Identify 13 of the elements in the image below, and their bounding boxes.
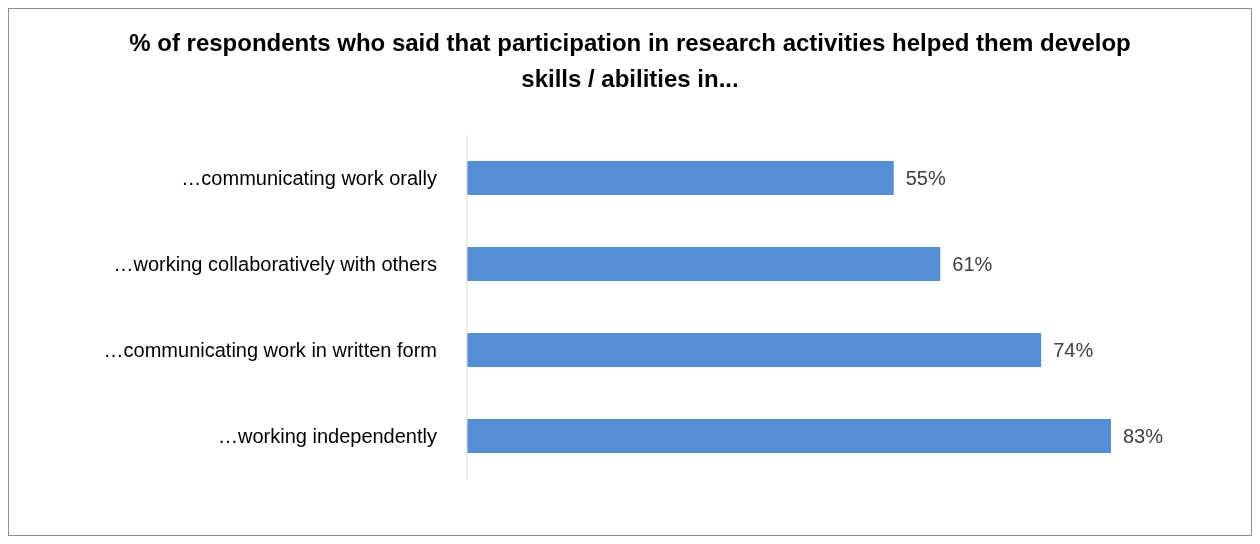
bar [467,419,1111,453]
y-tick-label: …working collaboratively with others [113,253,437,276]
chart-title: % of respondents who said that participation in research activities helped them develop skills / abilities in... [128,28,1132,94]
data-label: 83% [1123,425,1164,447]
data-label: 74% [1053,339,1094,361]
data-label: 55% [905,167,946,189]
bar [467,247,941,281]
y-tick-label: …working independently [217,425,437,448]
bar [467,161,894,195]
bar [467,333,1042,367]
data-label: 61% [952,253,993,275]
y-tick-label: …communicating work in written form [103,339,437,362]
y-tick-label: …communicating work orally [181,167,437,190]
